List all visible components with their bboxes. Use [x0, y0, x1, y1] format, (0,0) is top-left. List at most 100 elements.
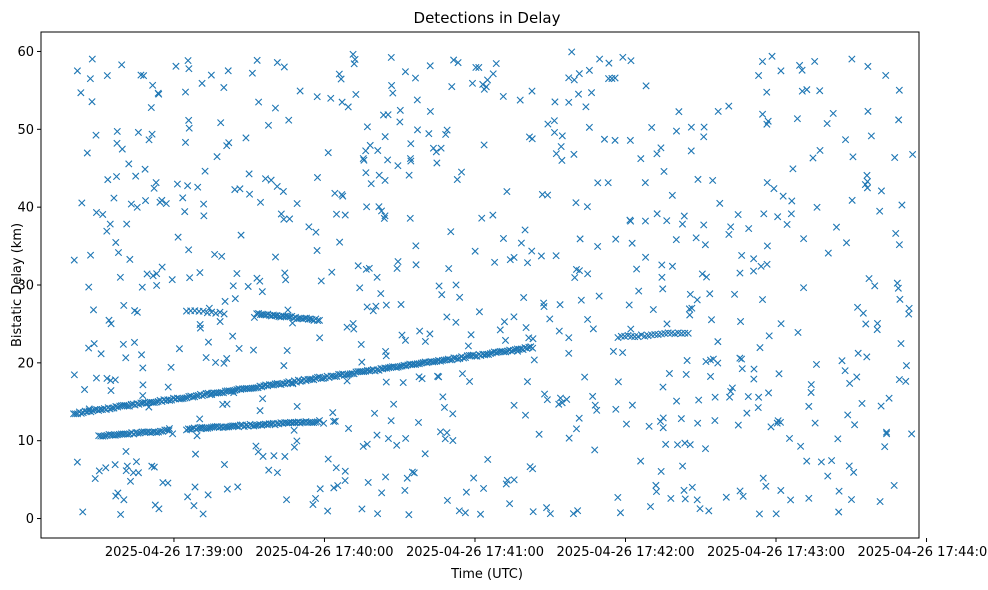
- clutter-point: [131, 307, 139, 315]
- clutter-point: [484, 455, 492, 464]
- clutter-point: [197, 425, 205, 433]
- clutter-point: [659, 285, 667, 293]
- clutter-point: [841, 367, 849, 375]
- clutter-point: [133, 203, 141, 211]
- track-point: [509, 346, 518, 354]
- clutter-point: [454, 59, 462, 67]
- clutter-point: [627, 325, 635, 333]
- clutter-point: [316, 334, 324, 342]
- track-point: [124, 430, 132, 438]
- clutter-point: [181, 138, 190, 146]
- clutter-point: [465, 377, 474, 386]
- x-tick-label: 2025-04-26 17:40:00: [255, 545, 393, 560]
- clutter-point: [402, 434, 410, 443]
- clutter-point: [584, 270, 592, 278]
- track-point: [634, 333, 642, 341]
- clutter-point: [540, 390, 549, 398]
- clutter-point: [452, 281, 460, 289]
- clutter-point: [185, 246, 193, 254]
- clutter-point: [401, 486, 409, 495]
- clutter-point: [865, 274, 873, 283]
- clutter-point: [252, 442, 260, 450]
- track-point: [471, 352, 479, 360]
- clutter-point: [734, 210, 742, 219]
- clutter-point: [70, 256, 78, 264]
- clutter-point: [337, 75, 345, 83]
- clutter-point: [668, 191, 676, 199]
- clutter-point: [111, 376, 119, 384]
- clutter-point: [842, 239, 851, 247]
- clutter-point: [338, 191, 346, 199]
- clutter-point: [440, 403, 449, 412]
- clutter-point: [184, 493, 192, 501]
- clutter-point: [324, 507, 332, 515]
- clutter-point: [770, 185, 778, 193]
- clutter-point: [270, 452, 278, 460]
- clutter-point: [593, 406, 601, 414]
- clutter-point: [510, 313, 518, 321]
- clutter-point: [755, 393, 763, 401]
- clutter-point: [416, 327, 424, 335]
- clutter-point: [401, 336, 410, 344]
- clutter-point: [441, 435, 449, 443]
- clutter-point: [681, 495, 689, 503]
- clutter-point: [648, 123, 656, 132]
- clutter-point: [91, 474, 99, 483]
- clutter-point: [693, 496, 701, 504]
- clutter-point: [909, 150, 917, 159]
- clutter-point: [659, 424, 667, 432]
- clutter-point: [768, 52, 776, 60]
- clutter-point: [700, 123, 708, 131]
- clutter-point: [104, 176, 112, 184]
- clutter-point: [97, 350, 105, 358]
- clutter-point: [258, 288, 266, 296]
- track-point: [681, 329, 689, 337]
- clutter-point: [204, 338, 213, 346]
- clutter-point: [185, 65, 193, 73]
- clutter-point: [193, 432, 201, 440]
- clutter-point: [313, 173, 322, 182]
- clutter-point: [141, 165, 149, 173]
- clutter-point: [293, 437, 301, 445]
- clutter-point: [795, 61, 804, 69]
- y-axis-label: Bistatic Delay (km): [10, 223, 25, 347]
- track-point: [101, 432, 109, 440]
- clutter-point: [725, 102, 733, 110]
- clutter-point: [220, 83, 228, 92]
- clutter-point: [594, 179, 602, 187]
- clutter-point: [535, 430, 543, 438]
- clutter-point: [550, 128, 559, 137]
- track-point: [287, 379, 295, 387]
- clutter-point: [864, 107, 872, 115]
- clutter-point: [284, 306, 292, 314]
- clutter-point: [571, 273, 579, 282]
- clutter-point: [221, 297, 229, 305]
- clutter-point: [528, 87, 536, 95]
- track-point: [191, 393, 199, 401]
- clutter-point: [895, 375, 903, 384]
- y-tick-label: 30: [17, 279, 34, 294]
- clutter-point: [787, 496, 795, 504]
- clutter-point: [86, 251, 95, 259]
- clutter-point: [521, 411, 530, 419]
- clutter-point: [672, 127, 681, 135]
- track-point: [198, 392, 206, 400]
- clutter-point: [625, 301, 633, 309]
- clutter-point: [394, 257, 402, 266]
- clutter-point: [141, 197, 150, 205]
- clutter-point: [763, 120, 771, 128]
- clutter-point: [117, 510, 125, 519]
- clutter-point: [542, 504, 551, 512]
- clutter-point: [293, 402, 301, 411]
- clutter-point: [641, 217, 650, 225]
- track-point: [331, 372, 339, 381]
- clutter-point: [809, 154, 817, 162]
- clutter-point: [120, 301, 128, 310]
- clutter-point: [211, 358, 220, 367]
- clutter-point: [218, 252, 226, 260]
- clutter-point: [728, 384, 736, 392]
- clutter-point: [568, 48, 576, 56]
- clutter-point: [449, 436, 457, 445]
- clutter-point: [449, 410, 457, 418]
- clutter-point: [594, 242, 602, 251]
